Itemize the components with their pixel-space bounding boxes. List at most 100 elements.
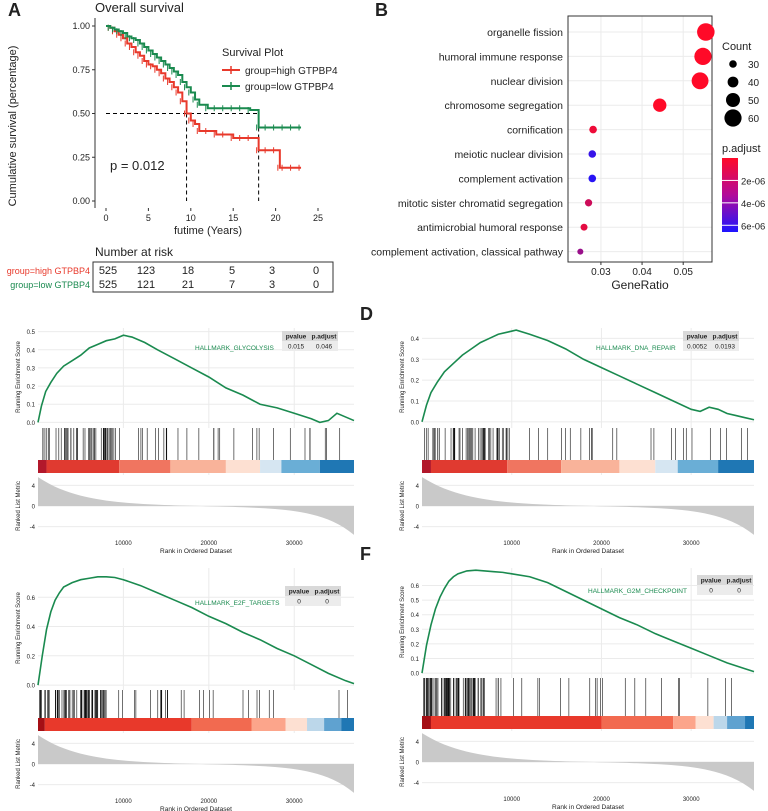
gsea-x-tick-label: 30000 — [286, 799, 303, 805]
gsea-metric-tick-label: -4 — [414, 781, 420, 787]
gsea-es-tick-label: 0.4 — [411, 613, 420, 619]
risk-table-cell: 525 — [99, 265, 117, 277]
gsea-table-value: 0.046 — [316, 344, 333, 351]
dotplot-term-label: organelle fission — [487, 27, 563, 39]
gsea-x-label: Rank in Ordered Dataset — [552, 548, 624, 555]
dotplot-term-label: complement activation, classical pathway — [371, 247, 564, 259]
km-curve-high — [106, 25, 302, 169]
gsea-metric-tick-label: 4 — [416, 740, 420, 746]
gsea-gene-set-label: HALLMARK_DNA_REPAIR — [596, 345, 676, 352]
gsea-table-header: pvalue — [687, 334, 708, 341]
gsea-x-tick-label: 10000 — [115, 799, 132, 805]
gsea-gene-set-label: HALLMARK_G2M_CHECKPOINT — [588, 588, 687, 595]
gsea-table-value-cell — [313, 596, 341, 606]
risk-table-cell: 123 — [137, 265, 155, 277]
gsea-table-header-cell — [683, 331, 711, 341]
gsea-es-tick-label: 0.1 — [411, 399, 420, 405]
gsea-metric-tick-label: -4 — [414, 525, 420, 531]
gsea-es-tick-label: 0.0 — [27, 421, 36, 427]
gsea-table-value-cell — [711, 341, 739, 351]
risk-table-cell: 525 — [99, 279, 117, 291]
dotplot-point — [588, 150, 597, 158]
risk-table-cell: 3 — [269, 265, 275, 277]
gsea-table-header-cell — [310, 331, 338, 341]
gsea-es-tick-label: 0.5 — [411, 599, 420, 605]
risk-table-cell: 7 — [229, 279, 235, 291]
gsea-heat-segment — [619, 460, 656, 473]
gsea-heat-segment — [46, 460, 120, 473]
km-legend-title: Survival Plot — [222, 47, 283, 59]
km-y-tick-label: 0.50 — [72, 109, 90, 119]
dotplot-point — [694, 47, 712, 65]
gsea-x-tick-label: 20000 — [200, 799, 217, 805]
dotplot-point — [584, 199, 593, 207]
dotplot-term-label: humoral immune response — [439, 51, 563, 63]
gsea-metric-tick-label: -4 — [30, 525, 36, 531]
size-legend-label: 40 — [748, 78, 760, 89]
gsea-heat-segment — [561, 460, 620, 473]
gsea-table-header-cell — [282, 331, 310, 341]
size-legend-label: 30 — [748, 60, 760, 71]
dotplot-term-label: meiotic nuclear division — [454, 149, 563, 161]
gsea-table-value-cell — [697, 585, 725, 595]
gsea-x-tick-label: 20000 — [593, 541, 610, 547]
gsea-es-tick-label: 0.2 — [27, 654, 36, 660]
gsea-metric-area — [422, 733, 754, 791]
gsea-es-tick-label: 0.4 — [411, 337, 420, 343]
gsea-heat-segment — [430, 716, 602, 729]
gsea-hit-bg — [422, 428, 754, 460]
gsea-heat-segment — [285, 718, 308, 731]
gsea-table-value-cell — [285, 596, 313, 606]
gsea-metric-area — [38, 735, 354, 793]
dotplot-term-label: chromosome segregation — [445, 100, 564, 112]
gsea-metric-y-label: Ranked List Metric — [16, 739, 22, 789]
risk-table-cell: 0 — [313, 265, 319, 277]
panel-label-F: F — [360, 544, 371, 564]
gsea-table-header-cell — [697, 575, 725, 585]
color-legend-label: 2e-06 — [741, 176, 765, 187]
gsea-table-value: 0.015 — [288, 344, 305, 351]
gsea-table-value-cell — [282, 341, 310, 351]
dotplot-x-tick-label: 0.03 — [591, 267, 611, 278]
gsea-table-value: 0 — [709, 588, 713, 595]
gsea-heat-segment — [727, 716, 746, 729]
gsea-heat-segment — [225, 460, 261, 473]
gsea-es-tick-label: 0.4 — [27, 348, 36, 354]
color-legend-label: 4e-06 — [741, 199, 765, 210]
color-legend-bar — [722, 158, 738, 232]
km-panel: A Overall survival 0.00 0.25 0.50 0.75 1.00 0 5 1… — [7, 0, 338, 293]
gsea-es-tick-label: 0.0 — [27, 684, 36, 690]
km-y-tick-label: 0.00 — [72, 196, 90, 206]
gsea-table-header-cell — [725, 575, 753, 585]
gsea-es-tick-label: 0.3 — [411, 358, 420, 364]
gsea-gene-set-label: HALLMARK_E2F_TARGETS — [195, 600, 280, 607]
gsea-es-tick-label: 0.6 — [27, 596, 36, 602]
gsea-es-curve — [421, 329, 755, 423]
size-legend-title: Count — [722, 41, 751, 53]
dotplot-term-label: antimicrobial humoral response — [417, 222, 563, 234]
gsea-metric-y-label: Ranked List Metric — [16, 481, 22, 531]
gsea-heat-segment — [677, 460, 719, 473]
km-x-label: futime (Years) — [174, 225, 242, 237]
gsea-heat-segment — [251, 718, 286, 731]
gsea-table-header: p.adjust — [727, 578, 753, 585]
gsea-es-tick-label: 0.1 — [411, 657, 420, 663]
gsea-heat-segment — [745, 716, 754, 729]
gsea-metric-area — [38, 477, 354, 535]
gsea-hit-bg — [38, 428, 354, 460]
gsea-table-value: 0 — [297, 599, 301, 606]
km-legend-label: group=low GTPBP4 — [245, 82, 334, 93]
km-x-tick-label: 15 — [228, 213, 238, 223]
km-y-tick-label: 0.25 — [72, 152, 90, 162]
risk-table-box — [92, 261, 334, 293]
risk-table-cell: 121 — [137, 279, 155, 291]
dotplot-term-label: cornification — [507, 125, 563, 137]
size-legend-label: 50 — [748, 96, 760, 107]
gsea-heat-segment — [260, 460, 282, 473]
km-x-tick-label: 5 — [146, 213, 151, 223]
gsea-heat-segment — [324, 718, 342, 731]
gsea-heat-segment — [44, 718, 192, 731]
gsea-heat-segment — [422, 460, 431, 473]
gsea-gene-set-label: HALLMARK_GLYCOLYSIS — [195, 345, 275, 352]
